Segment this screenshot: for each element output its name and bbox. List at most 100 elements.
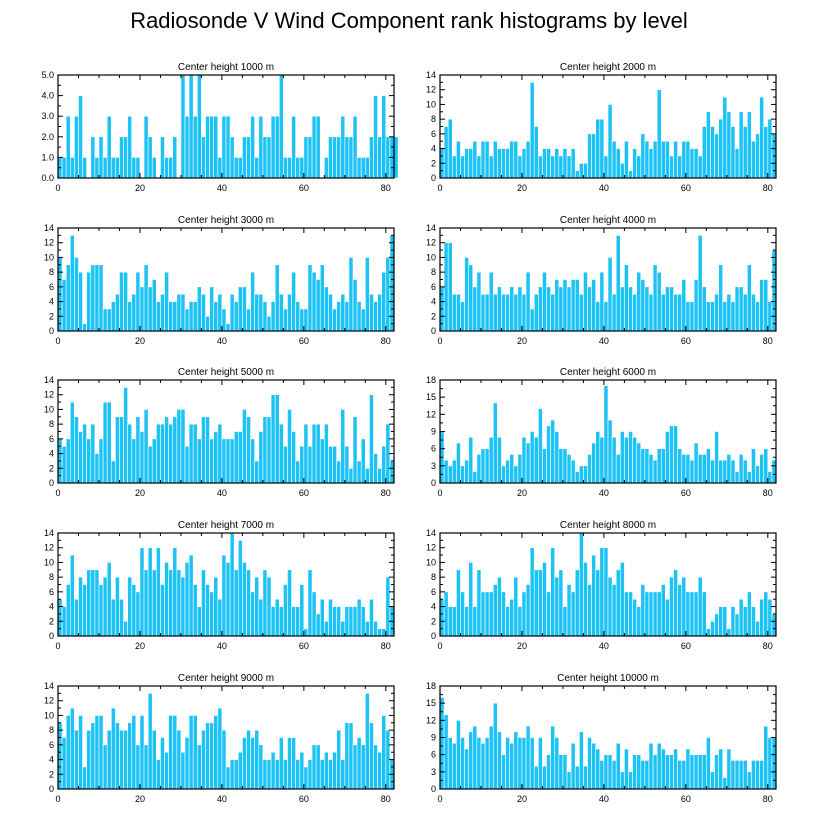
histogram-bar — [525, 584, 531, 637]
x-tick-label: 60 — [681, 183, 691, 193]
histogram-bar — [319, 438, 325, 484]
histogram-bar — [340, 293, 346, 332]
histogram-bar — [636, 155, 642, 179]
histogram-bar — [98, 264, 104, 332]
y-tick-label: 2 — [49, 769, 54, 779]
y-tick-label: 4.0 — [41, 91, 54, 101]
histogram-bar — [587, 454, 592, 484]
y-tick-label: 4 — [49, 755, 54, 765]
histogram-bar — [697, 155, 703, 179]
histogram-bar — [517, 606, 523, 637]
histogram-bar — [209, 115, 215, 179]
histogram-bar — [115, 293, 120, 332]
histogram-bar — [615, 569, 621, 637]
y-tick-label: 12 — [426, 715, 436, 725]
histogram-bar — [685, 591, 691, 637]
x-tick-label: 80 — [381, 183, 391, 193]
histogram-bar — [660, 293, 666, 332]
histogram-bar — [673, 569, 678, 637]
histogram-bar — [291, 431, 296, 484]
histogram-bar — [221, 554, 227, 637]
histogram-bar — [542, 271, 547, 332]
histogram-bar — [488, 271, 494, 332]
x-tick-label: 40 — [599, 336, 609, 346]
panel-title: Center height 2000 m — [560, 62, 656, 73]
histogram-bar — [94, 157, 100, 179]
histogram-bar — [352, 606, 358, 637]
y-tick-label: 6 — [49, 434, 54, 444]
histogram-bar — [225, 323, 231, 332]
histogram-bar — [464, 748, 469, 790]
histogram-bar — [369, 394, 374, 484]
histogram-bar — [759, 96, 765, 179]
histogram-bar — [546, 148, 551, 179]
histogram-bar — [550, 155, 556, 179]
histogram-bar — [726, 293, 732, 332]
histogram-bar — [722, 459, 728, 484]
y-tick-label: 4 — [49, 602, 54, 612]
histogram-bar — [299, 308, 305, 332]
histogram-bar — [665, 754, 670, 790]
histogram-bar — [538, 408, 543, 484]
histogram-bar — [742, 606, 748, 637]
histogram-bar — [131, 438, 137, 484]
histogram-bar — [533, 126, 539, 179]
histogram-bar — [747, 771, 752, 790]
histogram-bar — [480, 448, 486, 484]
histogram-bar — [583, 162, 588, 179]
histogram-bar — [648, 454, 654, 484]
histogram-bar — [730, 459, 736, 484]
y-tick-label: 3 — [431, 767, 436, 777]
histogram-bar — [742, 760, 748, 790]
x-tick-label: 80 — [763, 336, 773, 346]
histogram-bar — [456, 569, 461, 637]
histogram-bar — [685, 454, 691, 484]
histogram-bar — [127, 115, 133, 179]
histogram-bar — [172, 136, 178, 179]
histogram-bar — [225, 438, 231, 484]
histogram-bar — [295, 157, 301, 179]
histogram-bar — [460, 737, 465, 790]
histogram-bar — [505, 293, 510, 332]
histogram-bar — [583, 271, 588, 332]
histogram-bar — [172, 416, 178, 484]
histogram-bar — [644, 140, 650, 179]
histogram-bar — [771, 459, 777, 484]
histogram-bar — [738, 454, 744, 484]
histogram-bar — [492, 293, 498, 332]
histogram-bar — [283, 584, 288, 637]
histogram-bar — [69, 235, 75, 332]
histogram-bar — [106, 308, 112, 332]
histogram-bar — [221, 308, 227, 332]
histogram-bar — [188, 554, 194, 637]
histogram-panel-10: Center height 10000 m 0 20 40 60 80 0 3 6 9 12 15 18 — [426, 673, 777, 804]
histogram-bar — [755, 465, 760, 484]
histogram-bar — [714, 613, 719, 637]
histogram-bar — [632, 598, 637, 637]
histogram-bar — [550, 419, 556, 484]
histogram-bar — [151, 569, 157, 637]
histogram-bar — [348, 136, 354, 179]
histogram-bar — [533, 765, 539, 790]
histogram-bar — [217, 423, 223, 484]
histogram-bar — [603, 385, 609, 484]
histogram-bar — [648, 591, 654, 637]
histogram-bar — [197, 74, 202, 179]
histogram-bar — [472, 140, 478, 179]
histogram-bar — [86, 569, 92, 637]
histogram-bar — [607, 419, 613, 484]
histogram-bar — [546, 286, 551, 332]
histogram-bar — [464, 257, 469, 332]
panel-title: Center height 10000 m — [557, 673, 659, 684]
histogram-bar — [480, 591, 486, 637]
histogram-bar — [82, 157, 87, 179]
histogram-bar — [205, 722, 210, 790]
x-tick-label: 40 — [599, 794, 609, 804]
histogram-bar — [303, 766, 309, 790]
histogram-bar — [562, 448, 568, 484]
histogram-panel-2: Center height 2000 m 0 20 40 60 80 0 2 4 6 8 10 12 14 — [426, 62, 777, 193]
histogram-bar — [726, 748, 732, 790]
histogram-bar — [197, 606, 202, 637]
histogram-bar — [266, 315, 272, 332]
histogram-bar — [315, 423, 321, 484]
